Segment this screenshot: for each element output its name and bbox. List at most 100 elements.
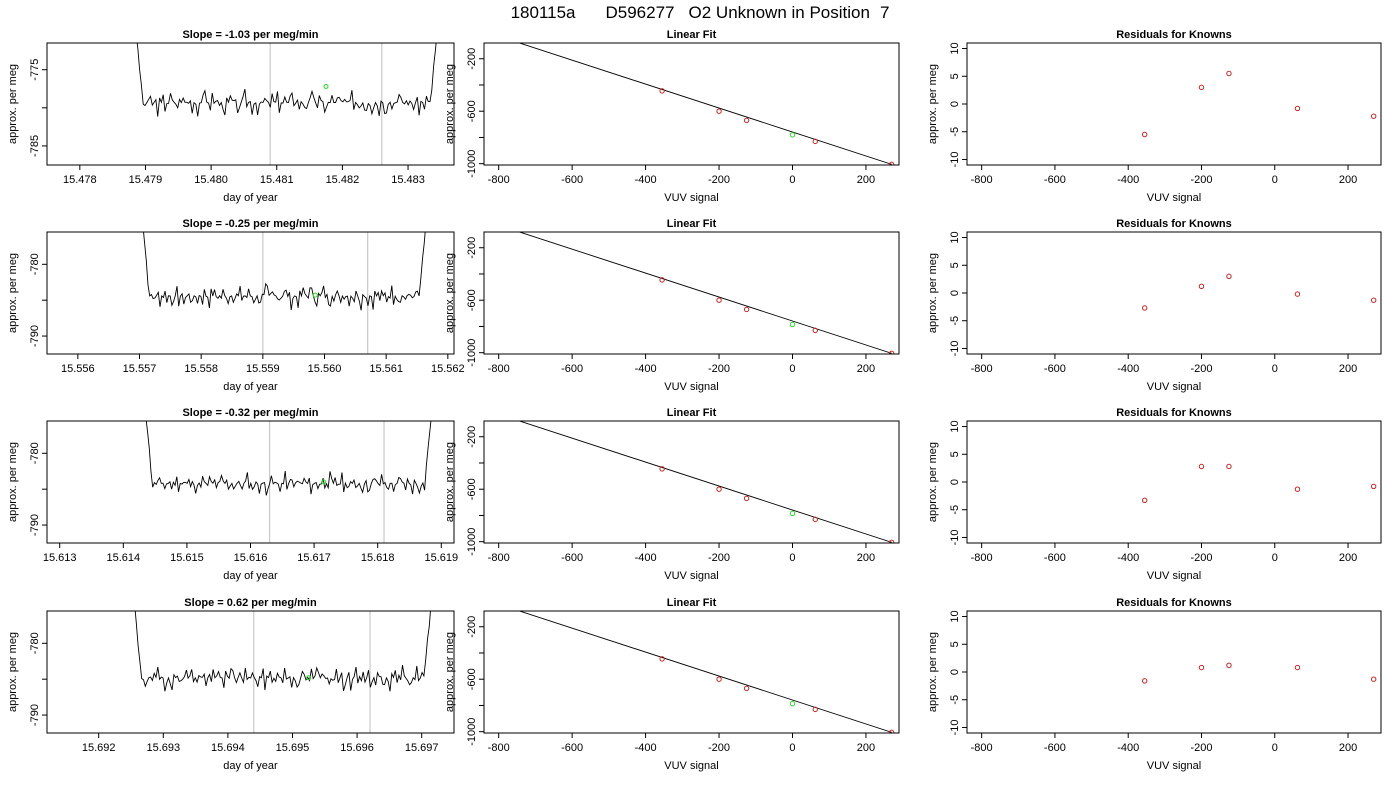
panel-title: Residuals for Knowns	[1116, 597, 1232, 609]
residual-point	[1226, 70, 1232, 77]
x-tick-label: -200	[708, 363, 730, 375]
residual-point	[1141, 305, 1148, 311]
plot-data	[136, 43, 437, 165]
panel-title: Linear Fit	[667, 218, 717, 230]
x-tick-label: 0	[789, 363, 795, 375]
y-tick-label: -10	[949, 341, 961, 357]
unknown-point	[789, 132, 796, 138]
x-tick-label: 0	[789, 174, 795, 186]
x-tick-label: 15.558	[184, 363, 218, 375]
slope-value: 0.62	[227, 597, 248, 609]
x-axis-label: day of year	[223, 570, 278, 582]
x-tick-label: 0	[789, 552, 795, 564]
known-point	[743, 117, 750, 124]
unknown-mean-point	[312, 292, 318, 298]
residual-point	[1226, 662, 1232, 669]
slope-value: -0.25	[225, 218, 250, 230]
y-tick-label: 5	[949, 451, 961, 457]
y-tick-label: -5	[949, 505, 961, 515]
known-point	[659, 466, 665, 472]
y-tick-label: -200	[466, 426, 478, 448]
x-tick-label: -200	[708, 742, 730, 754]
x-axis-label: VUV signal	[1147, 381, 1201, 393]
panel-title: Linear Fit	[667, 29, 717, 41]
x-tick-label: -400	[1117, 174, 1139, 186]
known-point	[716, 486, 722, 492]
slope-title-prefix: Slope =	[182, 407, 225, 419]
residual-point	[1226, 273, 1232, 280]
y-tick-label: 0	[949, 669, 961, 675]
known-point	[743, 685, 750, 692]
plot-data	[518, 421, 895, 543]
known-point	[888, 350, 895, 354]
panel-fit-row-4	[479, 626, 867, 738]
plot-data	[1141, 273, 1377, 311]
y-tick-label: 10	[949, 42, 961, 54]
known-point	[659, 656, 665, 662]
panel-title: Slope = 0.62 per meg/min	[184, 597, 317, 609]
y-tick-label: -5	[949, 695, 961, 705]
x-tick-label: 15.613	[43, 552, 77, 564]
y-tick-label: -200	[466, 237, 478, 259]
y-tick-label: -200	[466, 48, 478, 70]
y-tick-label: -1000	[466, 150, 478, 178]
x-tick-label: 15.481	[260, 174, 294, 186]
y-tick-label: 10	[949, 420, 961, 432]
y-axis-label: approx. per meg	[927, 632, 939, 712]
x-tick-label: -200	[1190, 742, 1212, 754]
residual-point	[1370, 676, 1377, 682]
known-point	[888, 729, 895, 733]
trace-line	[145, 421, 432, 496]
residual-point	[1198, 463, 1205, 470]
plot-frame	[46, 420, 455, 544]
known-point	[716, 297, 722, 303]
x-axis-label: VUV signal	[664, 192, 718, 204]
plot-data	[518, 43, 895, 165]
x-axis-label: day of year	[223, 381, 278, 393]
x-tick-label: 15.479	[129, 174, 163, 186]
y-axis-label: approx. per meg	[7, 253, 19, 333]
fit-line	[518, 232, 892, 354]
residual-point	[1294, 291, 1301, 297]
y-axis-label: approx. per meg	[927, 64, 939, 144]
x-tick-label: -400	[635, 742, 657, 754]
y-axis-label: approx. per meg	[7, 632, 19, 712]
plot-frame	[483, 420, 900, 544]
x-tick-label: 15.478	[63, 174, 97, 186]
x-tick-label: 0	[1272, 742, 1278, 754]
plot-data	[1141, 662, 1377, 684]
known-point	[743, 495, 750, 502]
fit-line	[518, 421, 892, 543]
plot-frame	[46, 610, 455, 734]
plot-frame	[483, 42, 900, 166]
x-axis-label: VUV signal	[1147, 760, 1201, 772]
y-tick-label: 5	[949, 641, 961, 647]
known-point	[659, 88, 665, 94]
x-tick-label: 15.617	[297, 552, 331, 564]
sample-id: D596277	[606, 3, 675, 22]
x-tick-label: -200	[708, 174, 730, 186]
y-tick-label: -600	[466, 289, 478, 311]
y-tick-label: 5	[949, 262, 961, 268]
x-tick-label: 15.692	[82, 742, 116, 754]
y-axis-label: approx. per meg	[444, 64, 456, 144]
y-tick-label: -1000	[466, 339, 478, 367]
slope-title-prefix: Slope =	[184, 597, 227, 609]
x-tick-label: -400	[1117, 742, 1139, 754]
plot-data	[1141, 70, 1377, 138]
x-axis-label: VUV signal	[664, 570, 718, 582]
x-tick-label: 0	[789, 742, 795, 754]
x-tick-label: 200	[1339, 174, 1357, 186]
y-tick-label: -790	[29, 514, 41, 536]
x-tick-label: -200	[708, 552, 730, 564]
y-axis-label: approx. per meg	[7, 442, 19, 522]
x-tick-label: 15.696	[340, 742, 374, 754]
x-tick-label: 15.693	[146, 742, 180, 754]
y-tick-label: -600	[466, 478, 478, 500]
y-axis-label: approx. per meg	[444, 253, 456, 333]
plot-data	[145, 421, 432, 543]
fit-line	[518, 43, 892, 165]
known-point	[812, 138, 818, 145]
panel-title: Residuals for Knowns	[1116, 407, 1232, 419]
panel-residuals-row-1	[962, 48, 1349, 170]
